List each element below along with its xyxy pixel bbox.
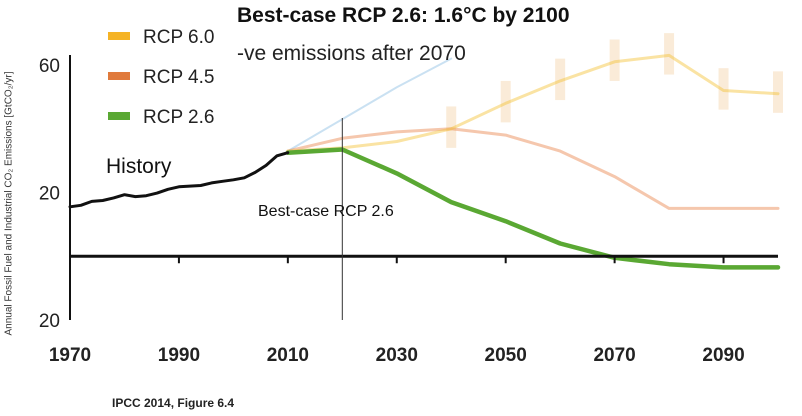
y-axis-label: Annual Fossil Fuel and Industrial CO₂ Em… <box>3 71 15 336</box>
range-bar <box>446 106 457 148</box>
range-bar <box>718 68 729 110</box>
x-tick-label: 2070 <box>593 345 635 366</box>
series-line-rcp-8-5 <box>286 57 453 153</box>
legend-label: RCP 4.5 <box>143 67 214 88</box>
y-tick-label: 60 <box>39 56 60 77</box>
chart-subtitle: -ve emissions after 2070 <box>237 42 466 65</box>
range-bar <box>555 58 566 101</box>
y-tick-label: 20 <box>39 184 60 205</box>
legend-label: RCP 6.0 <box>143 27 214 48</box>
annotations: History Best-case RCP 2.6 <box>106 155 394 220</box>
best-case-annotation: Best-case RCP 2.6 <box>258 203 394 220</box>
x-tick-label: 1970 <box>49 345 91 366</box>
series-line-history <box>68 151 290 209</box>
x-tick-label: 2090 <box>702 345 744 366</box>
chart-title: Best-case RCP 2.6: 1.6°C by 2100 <box>237 4 570 27</box>
range-bar <box>664 33 675 75</box>
range-bar <box>609 39 620 81</box>
legend: RCP 6.0 RCP 4.5 RCP 2.6 <box>108 27 214 128</box>
history-annotation: History <box>106 155 172 178</box>
axes-layer <box>69 55 778 320</box>
legend-swatch <box>108 72 130 80</box>
tick-labels: 1970 1990 2010 2030 2050 2070 2090 60 20 20 <box>39 56 745 366</box>
x-tick-label: 2050 <box>485 345 527 366</box>
legend-swatch <box>108 32 130 40</box>
x-tick-label: 2030 <box>376 345 418 366</box>
series-line-rcp-4-5 <box>286 127 780 210</box>
series-line-rcp-2-6 <box>285 147 781 270</box>
x-tick-label: 1990 <box>158 345 200 366</box>
legend-swatch <box>108 112 130 120</box>
series-layer <box>68 53 781 270</box>
source-citation: IPCC 2014, Figure 6.4 <box>112 396 235 410</box>
range-bar <box>500 80 511 123</box>
legend-label: RCP 2.6 <box>143 107 214 128</box>
x-tick-label: 2010 <box>267 345 309 366</box>
series-line-rcp-6-0 <box>286 53 780 153</box>
range-bar <box>773 71 783 113</box>
y-tick-label: 20 <box>39 311 60 332</box>
uncertainty-bands <box>446 33 783 148</box>
